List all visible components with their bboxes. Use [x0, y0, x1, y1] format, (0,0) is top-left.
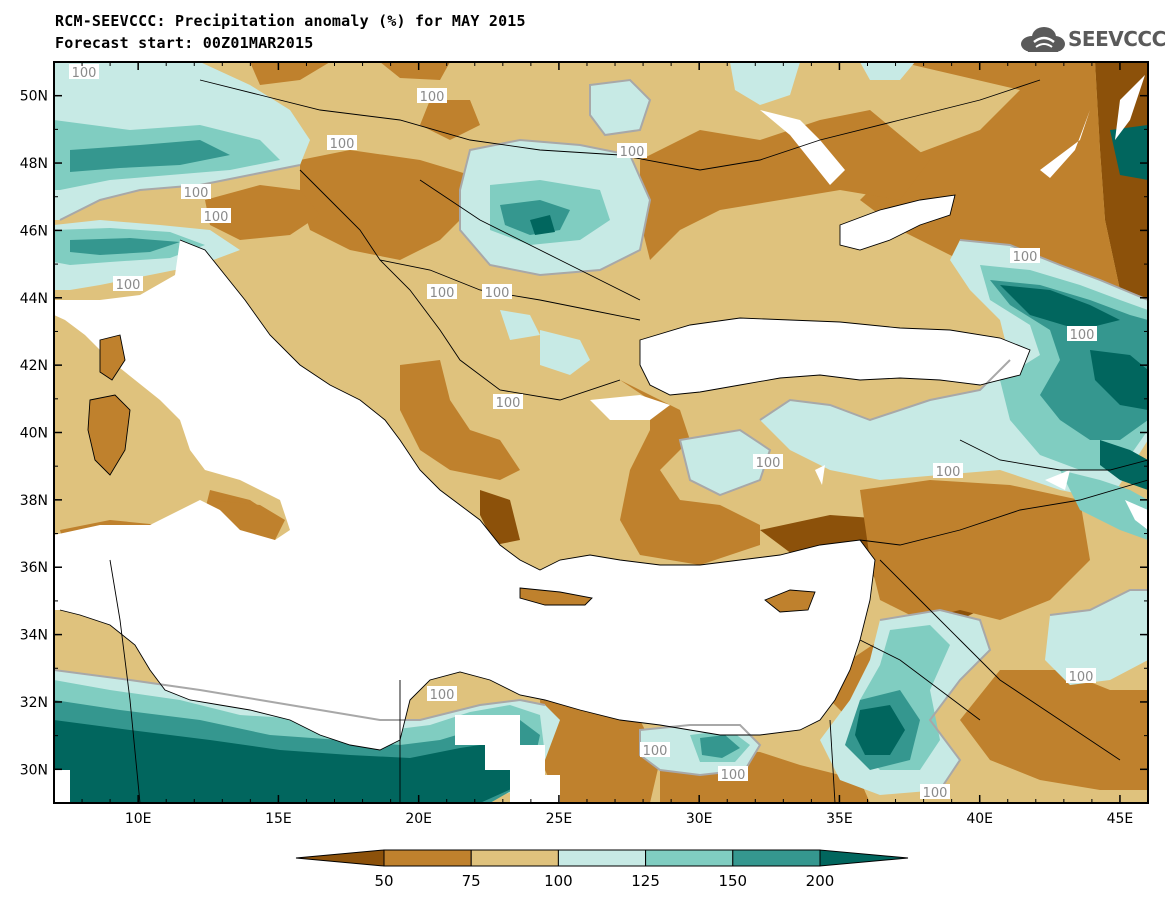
colorbar-label: 100	[544, 872, 573, 890]
y-tick-label: 40N	[20, 426, 48, 442]
svg-text:100: 100	[643, 744, 668, 759]
svg-text:100: 100	[420, 90, 445, 105]
x-tick-label: 25E	[546, 811, 573, 827]
seevccc-logo: SEEVCCC	[1018, 22, 1165, 58]
y-tick-label: 48N	[20, 156, 48, 172]
logo-text: SEEVCCC	[1068, 27, 1165, 51]
x-tick-label: 15E	[265, 811, 292, 827]
svg-text:100: 100	[184, 186, 209, 201]
svg-text:100: 100	[1013, 250, 1038, 265]
colorbar-label: 50	[374, 872, 393, 890]
coastlines-and-borders	[59, 79, 1148, 803]
colorbar-segment	[383, 849, 472, 867]
svg-text:100: 100	[430, 688, 455, 703]
colorbar-label: 200	[806, 872, 835, 890]
svg-text:100: 100	[496, 396, 521, 411]
svg-text:100: 100	[72, 66, 97, 81]
svg-text:100: 100	[430, 286, 455, 301]
contour-labels: 100 100 100 100 100 100 100 100 100 100 …	[69, 64, 1097, 801]
colorbar-segment	[470, 849, 559, 867]
x-tick-label: 10E	[125, 811, 152, 827]
island-landmasses	[88, 335, 815, 612]
y-tick-label: 36N	[20, 560, 48, 576]
colorbar-label: 125	[631, 872, 660, 890]
svg-text:100: 100	[721, 768, 746, 783]
x-tick-label: 20E	[405, 811, 432, 827]
map-title: RCM-SEEVCCC: Precipitation anomaly (%) f…	[55, 12, 526, 30]
svg-text:100: 100	[1069, 670, 1094, 685]
y-tick-label: 34N	[20, 628, 48, 644]
svg-text:100: 100	[116, 278, 141, 293]
colorbar-segment	[732, 849, 821, 867]
sea-areas	[54, 75, 1148, 803]
colorbar-legend: 50 75 100 125 150 200	[295, 849, 909, 890]
colorbar-segment-low	[295, 849, 385, 867]
svg-text:100: 100	[936, 465, 961, 480]
forecast-start-subtitle: Forecast start: 00Z01MAR2015	[55, 34, 314, 52]
svg-text:100: 100	[330, 137, 355, 152]
colorbar-segment	[645, 849, 734, 867]
y-tick-label: 30N	[20, 762, 48, 778]
anomaly-above-200-regions	[54, 125, 1148, 803]
y-tick-label: 44N	[20, 291, 48, 307]
y-tick-label: 46N	[20, 223, 48, 239]
x-tick-label: 45E	[1107, 811, 1134, 827]
y-tick-label: 38N	[20, 493, 48, 509]
svg-text:100: 100	[620, 145, 645, 160]
colorbar-label: 150	[718, 872, 747, 890]
svg-text:100: 100	[923, 786, 948, 801]
x-tick-label: 35E	[826, 811, 853, 827]
svg-text:100: 100	[485, 286, 510, 301]
y-axis: 30N 32N 34N 36N 38N 40N 42N 44N 46N 48N 50N	[20, 61, 1148, 804]
x-tick-label: 30E	[686, 811, 713, 827]
svg-text:100: 100	[756, 456, 781, 471]
x-axis: 10E 15E 20E 25E 30E 35E 40E 45E	[53, 62, 1149, 827]
y-tick-label: 50N	[20, 89, 48, 105]
colorbar-label: 75	[462, 872, 481, 890]
x-tick-label: 40E	[966, 811, 993, 827]
svg-text:100: 100	[204, 210, 229, 225]
colorbar-segment-high	[819, 849, 909, 867]
svg-text:100: 100	[1070, 328, 1095, 343]
colorbar-segment	[557, 849, 647, 867]
y-tick-label: 32N	[20, 695, 48, 711]
cloud-logo-icon	[1021, 27, 1065, 52]
y-tick-label: 42N	[20, 358, 48, 374]
